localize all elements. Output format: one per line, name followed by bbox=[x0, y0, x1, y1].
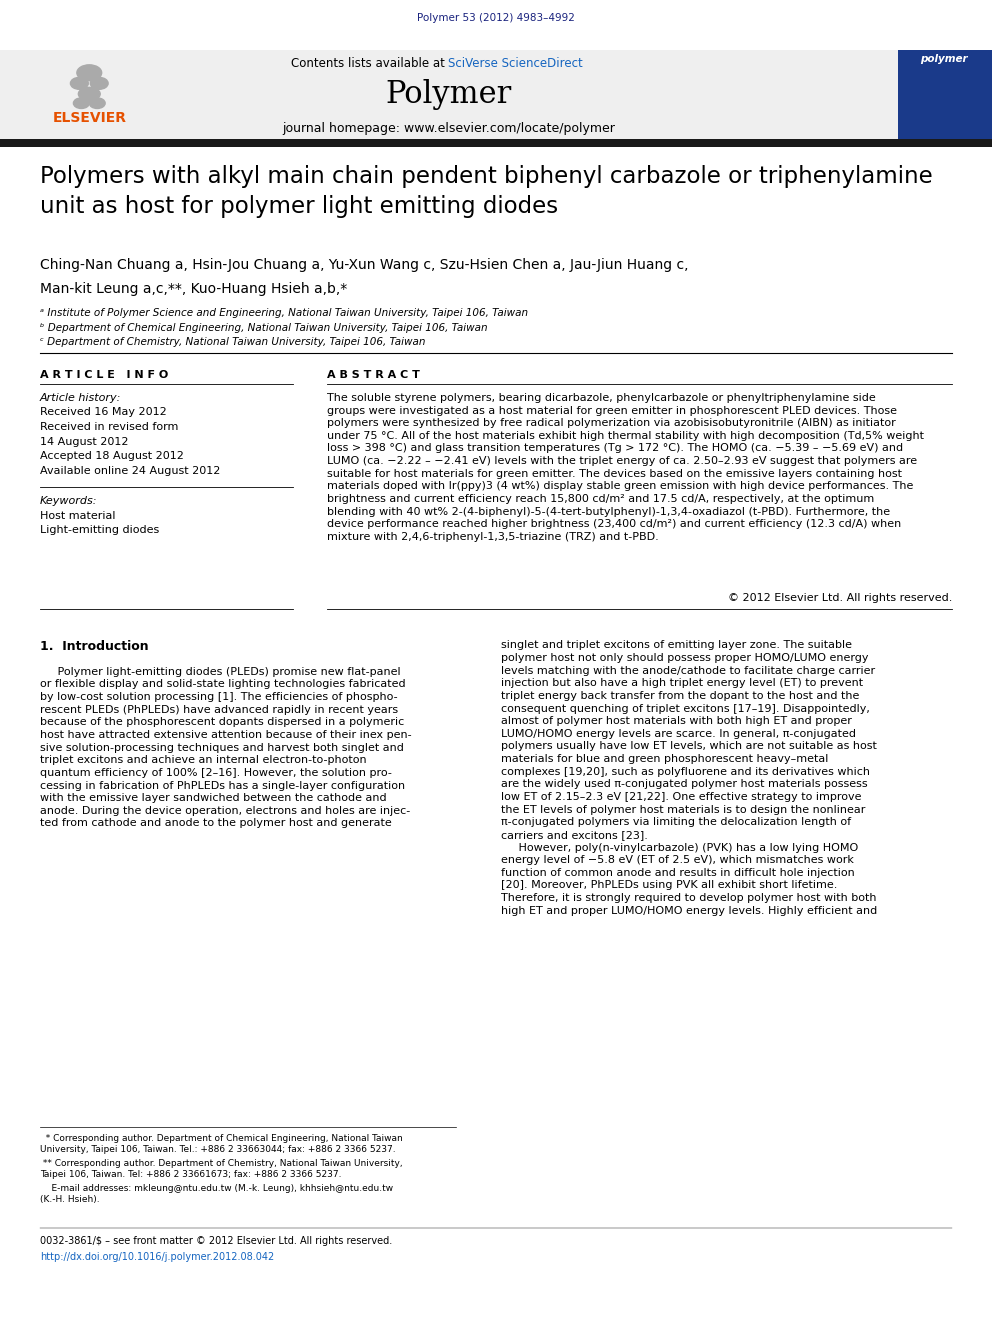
Ellipse shape bbox=[77, 65, 102, 81]
Text: Host material: Host material bbox=[40, 511, 115, 521]
FancyBboxPatch shape bbox=[898, 50, 992, 142]
Text: ᶜ Department of Chemistry, National Taiwan University, Taipei 106, Taiwan: ᶜ Department of Chemistry, National Taiw… bbox=[40, 337, 426, 348]
Ellipse shape bbox=[73, 98, 89, 108]
Text: Available online 24 August 2012: Available online 24 August 2012 bbox=[40, 466, 220, 476]
Text: Man-kit Leung a,c,**, Kuo-Huang Hsieh a,b,*: Man-kit Leung a,c,**, Kuo-Huang Hsieh a,… bbox=[40, 282, 347, 296]
Text: Polymer: Polymer bbox=[385, 79, 512, 110]
Text: ᵃ Institute of Polymer Science and Engineering, National Taiwan University, Taip: ᵃ Institute of Polymer Science and Engin… bbox=[40, 308, 528, 319]
Text: Polymer light-emitting diodes (PLEDs) promise new flat-panel
or flexible display: Polymer light-emitting diodes (PLEDs) pr… bbox=[40, 667, 412, 828]
Text: SciVerse ScienceDirect: SciVerse ScienceDirect bbox=[448, 57, 583, 70]
Text: 0032-3861/$ – see front matter © 2012 Elsevier Ltd. All rights reserved.: 0032-3861/$ – see front matter © 2012 El… bbox=[40, 1236, 392, 1246]
Text: ᵇ Department of Chemical Engineering, National Taiwan University, Taipei 106, Ta: ᵇ Department of Chemical Engineering, Na… bbox=[40, 323, 487, 333]
FancyBboxPatch shape bbox=[0, 139, 992, 147]
Text: Article history:: Article history: bbox=[40, 393, 121, 404]
Text: 14 August 2012: 14 August 2012 bbox=[40, 437, 128, 447]
Text: A B S T R A C T: A B S T R A C T bbox=[327, 370, 421, 381]
Text: singlet and triplet excitons of emitting layer zone. The suitable
polymer host n: singlet and triplet excitons of emitting… bbox=[501, 640, 877, 916]
FancyBboxPatch shape bbox=[0, 50, 992, 142]
Text: ** Corresponding author. Department of Chemistry, National Taiwan University,
Ta: ** Corresponding author. Department of C… bbox=[40, 1159, 403, 1179]
Text: Ching-Nan Chuang a, Hsin-Jou Chuang a, Yu-Xun Wang c, Szu-Hsien Chen a, Jau-Jiun: Ching-Nan Chuang a, Hsin-Jou Chuang a, Y… bbox=[40, 258, 688, 273]
Ellipse shape bbox=[90, 77, 108, 90]
Text: journal homepage: www.elsevier.com/locate/polymer: journal homepage: www.elsevier.com/locat… bbox=[282, 122, 615, 135]
Text: * Corresponding author. Department of Chemical Engineering, National Taiwan
Univ: * Corresponding author. Department of Ch… bbox=[40, 1134, 403, 1154]
Text: ELSEVIER: ELSEVIER bbox=[53, 111, 126, 126]
Text: http://dx.doi.org/10.1016/j.polymer.2012.08.042: http://dx.doi.org/10.1016/j.polymer.2012… bbox=[40, 1252, 274, 1262]
Text: Received in revised form: Received in revised form bbox=[40, 422, 178, 433]
Text: Accepted 18 August 2012: Accepted 18 August 2012 bbox=[40, 451, 184, 462]
Text: Keywords:: Keywords: bbox=[40, 496, 97, 507]
Text: The soluble styrene polymers, bearing dicarbazole, phenylcarbazole or phenyltrip: The soluble styrene polymers, bearing di… bbox=[327, 393, 925, 542]
Text: polymer: polymer bbox=[921, 54, 968, 65]
Ellipse shape bbox=[89, 98, 105, 108]
Text: Light-emitting diodes: Light-emitting diodes bbox=[40, 525, 159, 536]
Text: 1.  Introduction: 1. Introduction bbox=[40, 640, 149, 654]
Ellipse shape bbox=[78, 87, 100, 101]
Text: Polymers with alkyl main chain pendent biphenyl carbazole or triphenylamine
unit: Polymers with alkyl main chain pendent b… bbox=[40, 165, 932, 218]
Text: Contents lists available at: Contents lists available at bbox=[291, 57, 448, 70]
Text: E-mail addresses: mkleung@ntu.edu.tw (M.-k. Leung), khhsieh@ntu.edu.tw
(K.-H. Hs: E-mail addresses: mkleung@ntu.edu.tw (M.… bbox=[40, 1184, 393, 1204]
Text: © 2012 Elsevier Ltd. All rights reserved.: © 2012 Elsevier Ltd. All rights reserved… bbox=[728, 593, 952, 603]
Ellipse shape bbox=[70, 77, 88, 90]
Text: Received 16 May 2012: Received 16 May 2012 bbox=[40, 407, 167, 418]
Text: Polymer 53 (2012) 4983–4992: Polymer 53 (2012) 4983–4992 bbox=[417, 13, 575, 24]
Text: A R T I C L E   I N F O: A R T I C L E I N F O bbox=[40, 370, 168, 381]
